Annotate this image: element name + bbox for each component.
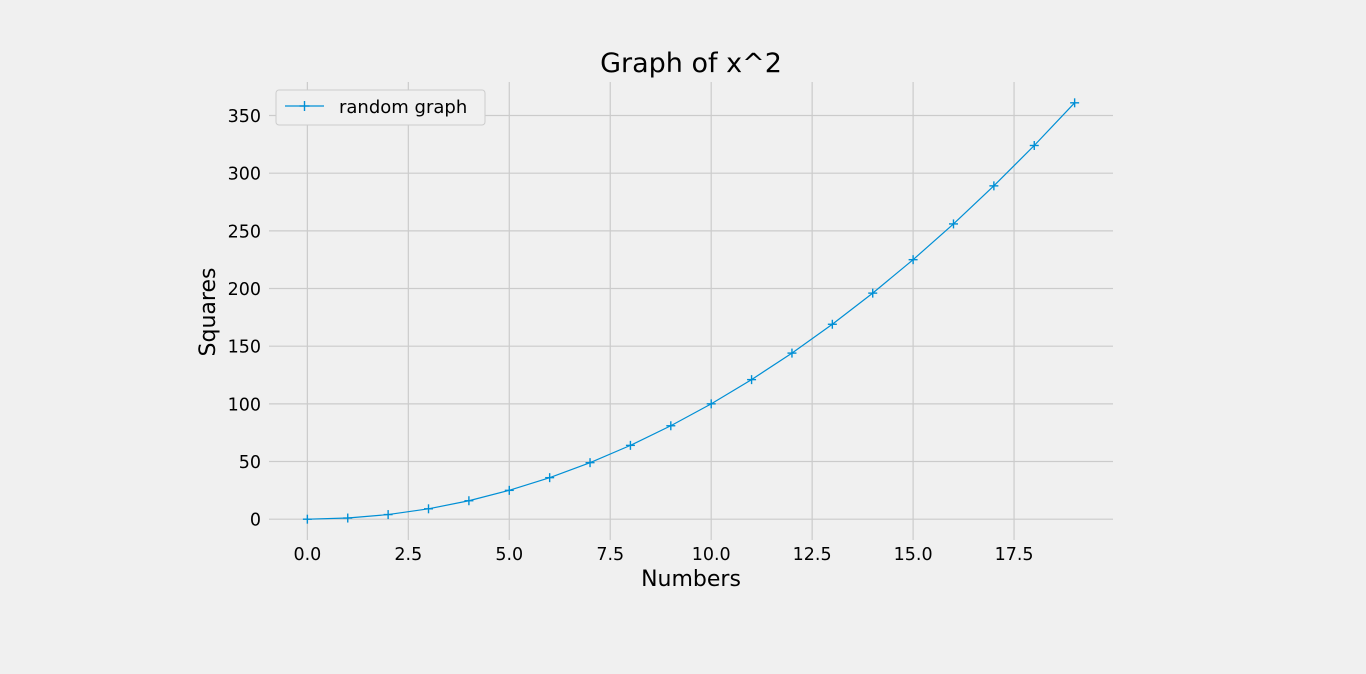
data-point-marker — [827, 319, 837, 329]
y-tick-label: 100 — [228, 395, 261, 415]
data-point-marker — [504, 485, 514, 495]
data-point-marker — [585, 458, 595, 468]
data-point-marker — [747, 375, 757, 385]
data-point-marker — [666, 421, 676, 431]
data-point-marker — [908, 255, 918, 265]
tick-labels: 0.0 2.5 5.0 7.5 10.0 12.5 15.0 17.5 0 50 100 150 200… — [228, 107, 1034, 565]
data-point-marker — [868, 288, 878, 298]
x-axis-label: Numbers — [641, 567, 741, 592]
data-point-marker — [1029, 140, 1039, 150]
y-tick-label: 50 — [239, 453, 261, 473]
x-tick-label: 5.0 — [495, 545, 523, 565]
x-tick-label: 15.0 — [894, 545, 933, 565]
data-point-marker — [948, 219, 958, 229]
data-point-marker — [706, 399, 716, 409]
data-point-marker — [383, 510, 393, 520]
x-tick-label: 10.0 — [692, 545, 731, 565]
legend-label: random graph — [339, 97, 467, 118]
x-tick-label: 0.0 — [293, 545, 321, 565]
x-tick-label: 2.5 — [394, 545, 422, 565]
data-point-marker — [989, 181, 999, 191]
data-point-marker — [343, 513, 353, 523]
series-line — [307, 102, 1076, 520]
data-point-marker — [464, 496, 474, 506]
x-tick-label: 17.5 — [995, 545, 1034, 565]
x-tick-label: 12.5 — [793, 545, 832, 565]
legend: random graph — [275, 89, 486, 126]
y-tick-label: 150 — [228, 338, 261, 358]
x-tick-label: 7.5 — [596, 545, 624, 565]
data-point-marker — [424, 504, 434, 514]
y-axis-label: Squares — [196, 268, 221, 357]
data-point-marker — [545, 473, 555, 483]
legend-box — [275, 89, 486, 126]
y-tick-label: 200 — [228, 280, 261, 300]
data-point-marker — [787, 348, 797, 358]
y-tick-label: 250 — [228, 222, 261, 242]
y-tick-label: 300 — [228, 165, 261, 185]
grid-lines — [269, 82, 1113, 540]
data-point-marker — [302, 514, 312, 524]
data-point-marker — [625, 440, 635, 450]
chart-title: Graph of x^2 — [600, 48, 782, 79]
series-layer — [302, 98, 1080, 524]
data-point-marker — [1070, 98, 1080, 108]
y-tick-label: 350 — [228, 107, 261, 127]
y-tick-label: 0 — [250, 511, 261, 531]
